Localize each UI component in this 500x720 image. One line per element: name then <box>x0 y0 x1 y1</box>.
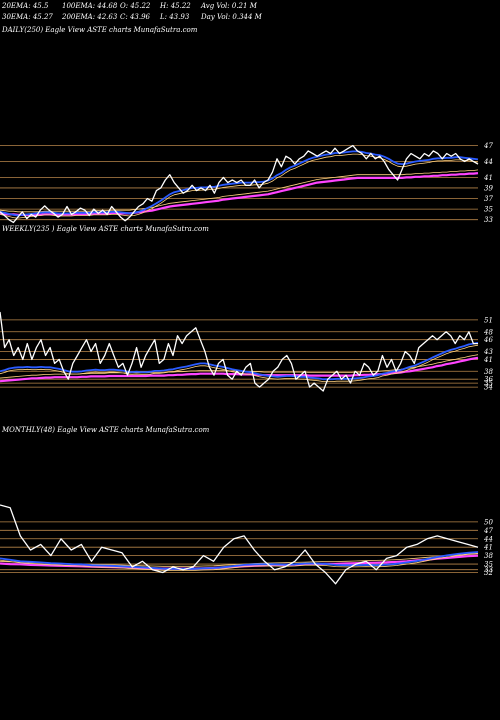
daily-tick-label: 33 <box>484 216 493 224</box>
daily-tick-label: 41 <box>483 174 493 182</box>
low-stat: L: 43.93 <box>160 13 190 21</box>
close-stat: C: 43.96 <box>120 13 150 21</box>
daily-tick-label: 39 <box>484 184 493 192</box>
day-volume-stat: Day Vol: 0.344 M <box>201 13 262 21</box>
monthly-tick-label: 41 <box>483 544 493 552</box>
daily-tick-label: 44 <box>483 158 493 166</box>
high-stat: H: 45.22 <box>160 2 191 10</box>
monthly-tick-label: 35 <box>484 561 493 569</box>
monthly-ema-mid2-line <box>0 553 479 571</box>
ema30-stat: 30EMA: 45.27 <box>2 13 53 21</box>
weekly-tick-label: 46 <box>483 336 493 344</box>
weekly-tick-label: 38 <box>484 368 493 376</box>
weekly-price-line <box>0 311 478 392</box>
daily-tick-label: 35 <box>484 206 493 214</box>
weekly-tick-label: 48 <box>483 328 493 336</box>
daily-tick-label: 47 <box>483 142 493 150</box>
monthly-tick-label: 50 <box>484 518 493 526</box>
weekly-tick-label: 36 <box>484 376 493 384</box>
monthly-price-line <box>0 504 479 585</box>
daily-ema20-line <box>0 150 479 217</box>
monthly-panel-title: MONTHLY(48) Eagle View ASTE charts Munaf… <box>2 426 210 434</box>
ema200-stat: 200EMA: 42.63 <box>62 13 118 21</box>
monthly-ema-short-line <box>0 551 479 570</box>
daily-panel-title: DAILY(250) Eagle View ASTE charts Munafa… <box>2 26 198 34</box>
monthly-tick-label: 47 <box>483 527 493 535</box>
daily-ema30-line <box>0 153 479 219</box>
monthly-tick-label: 33 <box>484 566 493 574</box>
daily-tick-label: 37 <box>484 195 493 203</box>
monthly-tick-label: 44 <box>483 535 493 543</box>
daily-price-line <box>0 144 479 224</box>
ema20-stat: 20EMA: 45.5 <box>2 2 49 10</box>
weekly-tick-label: 35 <box>484 380 493 388</box>
open-stat: O: 45.22 <box>120 2 151 10</box>
avg-volume-stat: Avg Vol: 0.21 M <box>201 2 257 10</box>
weekly-panel-title: WEEKLY(235 ) Eagle View ASTE charts Muna… <box>2 225 209 233</box>
weekly-tick-label: 41 <box>483 356 493 364</box>
ema100-stat: 100EMA: 44.68 <box>62 2 118 10</box>
daily-ema100-line <box>0 169 479 213</box>
weekly-tick-label: 34 <box>484 384 493 392</box>
weekly-tick-label: 51 <box>484 316 493 324</box>
monthly-tick-label: 38 <box>484 552 493 560</box>
monthly-tick-label: 32 <box>484 569 493 577</box>
weekly-ema-short-line <box>0 341 479 381</box>
daily-ema200-line <box>0 172 479 216</box>
weekly-tick-label: 43 <box>483 348 493 356</box>
